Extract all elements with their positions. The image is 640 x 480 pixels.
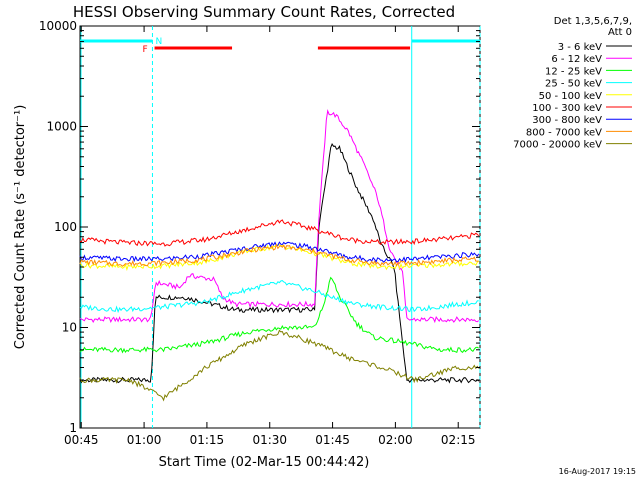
y-tick-label-3: 1000 — [46, 120, 77, 134]
legend-label-4: 50 - 100 keV — [539, 91, 603, 102]
axes: 00:45 01:00 01:15 01:30 01:45 02:00 02:15 1 10 10… — [39, 19, 480, 447]
x-axis-label: Start Time (02-Mar-15 00:44:42) — [159, 455, 370, 470]
flare-label: F — [143, 45, 148, 55]
series-line-3 — [79, 280, 479, 314]
series-line-7 — [79, 243, 479, 267]
chart-title: HESSI Observing Summary Count Rates, Cor… — [73, 3, 455, 21]
y-tick-label-2: 100 — [54, 220, 77, 234]
y-axis-label: Corrected Count Rate (s⁻¹ detector⁻¹) — [13, 105, 28, 350]
series-line-1 — [79, 109, 480, 324]
x-tick-label-6: 02:15 — [441, 433, 476, 447]
series-line-5 — [79, 219, 480, 247]
plot-border — [79, 25, 481, 429]
series-line-6 — [79, 241, 480, 263]
series-lines — [79, 109, 480, 402]
x-tick-label-2: 01:15 — [190, 433, 225, 447]
y-tick-label-1: 10 — [62, 321, 77, 335]
timestamp-footer: 16-Aug-2017 19:15 — [559, 467, 636, 476]
plot-frame — [79, 25, 481, 429]
plot-annotations: NF — [80, 26, 481, 428]
legend-label-1: 6 - 12 keV — [551, 54, 602, 65]
series-line-2 — [79, 276, 479, 354]
legend-label-7: 800 - 7000 keV — [526, 127, 602, 138]
legend-label-0: 3 - 6 keV — [558, 42, 602, 53]
legend-label-8: 7000 - 20000 keV — [513, 140, 602, 151]
series-line-4 — [79, 243, 479, 272]
series-line-8 — [79, 329, 480, 402]
x-tick-label-5: 02:00 — [378, 433, 413, 447]
legend-header-1: Att 0 — [608, 27, 632, 38]
y-tick-label-4: 10000 — [39, 19, 77, 33]
y-tick-label-0: 1 — [69, 421, 77, 435]
series-line-0 — [79, 143, 480, 384]
legend-label-3: 25 - 50 keV — [545, 79, 602, 90]
x-tick-label-0: 00:45 — [64, 433, 99, 447]
legend-label-6: 300 - 800 keV — [532, 115, 602, 126]
x-tick-label-4: 01:45 — [315, 433, 350, 447]
x-tick-label-1: 01:00 — [127, 433, 162, 447]
night-label: N — [155, 37, 162, 47]
legend-header-0: Det 1,3,5,6,7,9, — [554, 16, 632, 27]
legend-label-5: 100 - 300 keV — [532, 103, 602, 114]
legend-label-2: 12 - 25 keV — [545, 66, 602, 77]
x-tick-label-3: 01:30 — [252, 433, 287, 447]
